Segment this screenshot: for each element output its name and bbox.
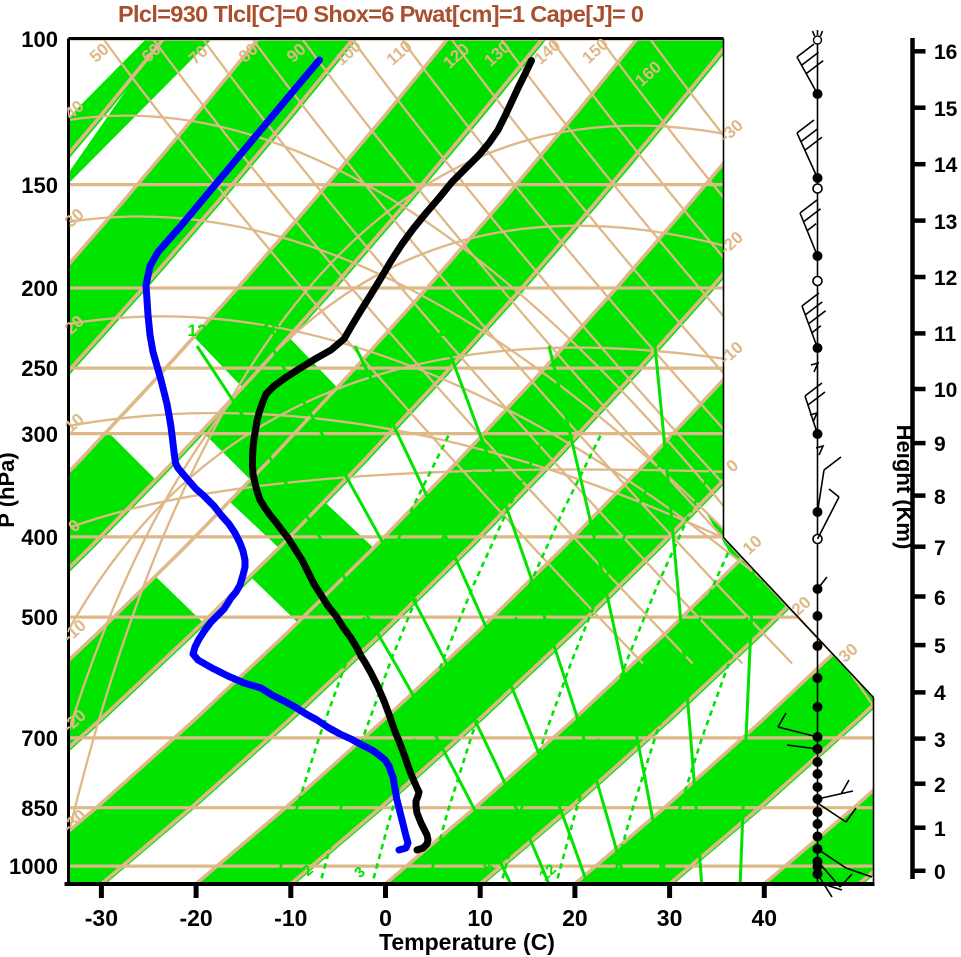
svg-text:13: 13 [934, 211, 957, 234]
svg-text:16: 16 [934, 41, 957, 64]
svg-text:2: 2 [934, 774, 946, 797]
svg-text:Height (Km): Height (Km) [892, 425, 917, 550]
svg-text:32: 32 [646, 321, 665, 340]
svg-text:0: 0 [379, 905, 392, 931]
svg-text:-30: -30 [85, 905, 118, 931]
svg-text:250: 250 [21, 356, 58, 381]
svg-text:24: 24 [438, 321, 457, 340]
svg-text:20: 20 [562, 905, 588, 931]
svg-text:200: 200 [21, 276, 58, 301]
svg-text:1: 1 [934, 818, 946, 841]
svg-text:10: 10 [467, 905, 493, 931]
svg-text:1000: 1000 [9, 854, 58, 879]
svg-text:300: 300 [21, 422, 58, 447]
svg-text:0: 0 [934, 861, 946, 884]
svg-text:P (hPa): P (hPa) [0, 452, 19, 527]
svg-text:30: 30 [657, 905, 683, 931]
svg-text:100: 100 [21, 27, 58, 52]
svg-text:-20: -20 [179, 905, 212, 931]
svg-text:16: 16 [262, 321, 281, 340]
svg-text:3: 3 [934, 729, 946, 752]
svg-text:15: 15 [934, 98, 958, 121]
svg-text:10: 10 [934, 379, 957, 402]
svg-text:-10: -10 [274, 905, 307, 931]
svg-text:6: 6 [934, 587, 946, 610]
svg-text:Temperature (C): Temperature (C) [379, 929, 555, 955]
svg-text:150: 150 [21, 173, 58, 198]
svg-text:5: 5 [934, 635, 946, 658]
svg-text:500: 500 [21, 605, 58, 630]
svg-text:14: 14 [934, 154, 958, 177]
svg-text:850: 850 [21, 796, 58, 821]
svg-text:8: 8 [934, 486, 946, 509]
svg-text:12: 12 [934, 267, 957, 290]
svg-text:7: 7 [934, 537, 946, 560]
svg-text:400: 400 [21, 525, 58, 550]
svg-text:40: 40 [752, 905, 778, 931]
svg-text:700: 700 [21, 726, 58, 751]
svg-text:9: 9 [934, 433, 946, 456]
svg-text:Plcl=930 Tlcl[C]=0 Shox=6 Pwat: Plcl=930 Tlcl[C]=0 Shox=6 Pwat[cm]=1 Cap… [118, 1, 644, 27]
svg-text:4: 4 [934, 682, 946, 705]
svg-text:12: 12 [188, 321, 207, 340]
svg-text:11: 11 [934, 323, 957, 346]
